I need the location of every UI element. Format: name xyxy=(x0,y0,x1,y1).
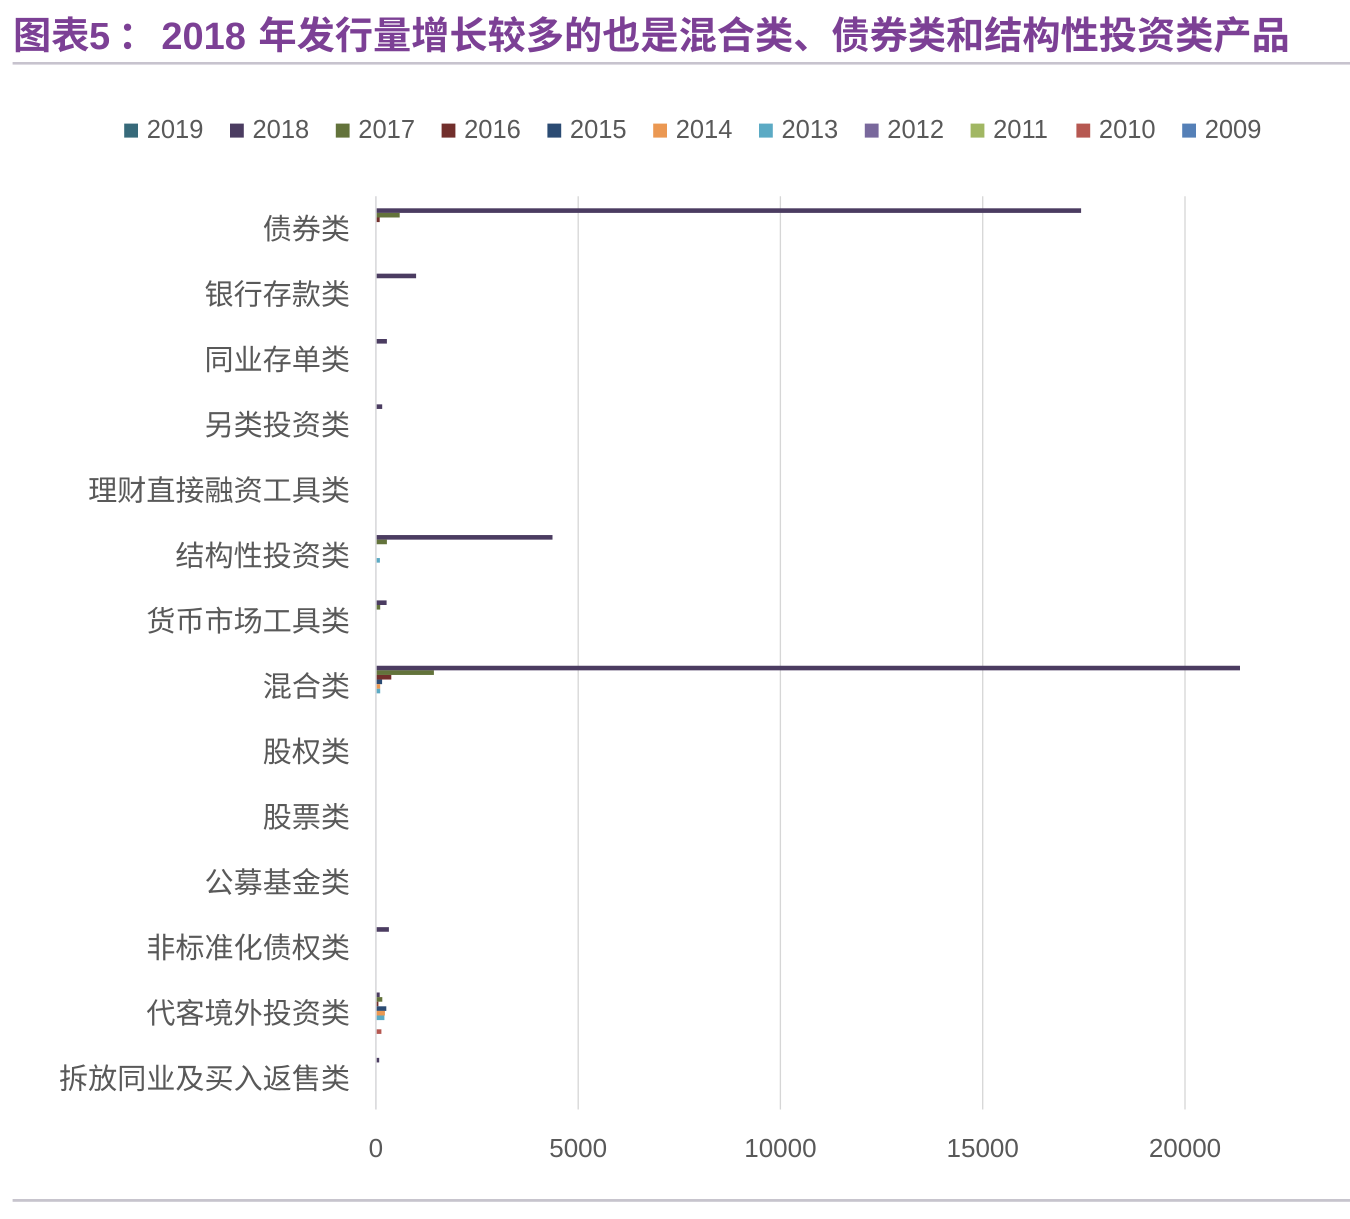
svg-text:2019: 2019 xyxy=(147,116,204,144)
svg-text:2010: 2010 xyxy=(1099,116,1156,144)
svg-text:5: 5 xyxy=(89,16,110,58)
svg-text:2016: 2016 xyxy=(464,116,521,144)
svg-text:2013: 2013 xyxy=(782,116,839,144)
svg-text:15000: 15000 xyxy=(947,1133,1019,1163)
svg-text:2015: 2015 xyxy=(570,116,627,144)
svg-text:2011: 2011 xyxy=(993,116,1048,144)
svg-text:2014: 2014 xyxy=(676,116,733,144)
svg-text:2018: 2018 xyxy=(253,116,310,144)
svg-text:2012: 2012 xyxy=(887,116,944,144)
svg-text:0: 0 xyxy=(369,1133,383,1163)
svg-text:2017: 2017 xyxy=(358,116,415,144)
svg-text:10000: 10000 xyxy=(744,1133,816,1163)
svg-text:5000: 5000 xyxy=(549,1133,607,1163)
svg-text:2018: 2018 xyxy=(161,16,246,58)
svg-text:2009: 2009 xyxy=(1205,116,1262,144)
svg-text:20000: 20000 xyxy=(1149,1133,1221,1163)
